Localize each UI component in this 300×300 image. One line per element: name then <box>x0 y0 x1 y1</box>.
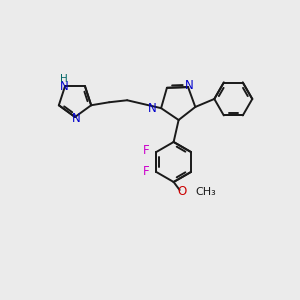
Text: O: O <box>177 185 186 199</box>
Text: N: N <box>148 102 157 115</box>
Text: N: N <box>185 79 194 92</box>
Text: N: N <box>60 80 68 93</box>
Text: N: N <box>72 112 80 124</box>
Text: CH₃: CH₃ <box>196 187 216 197</box>
Text: F: F <box>143 166 150 178</box>
Text: H: H <box>60 74 68 84</box>
Text: F: F <box>143 145 150 158</box>
